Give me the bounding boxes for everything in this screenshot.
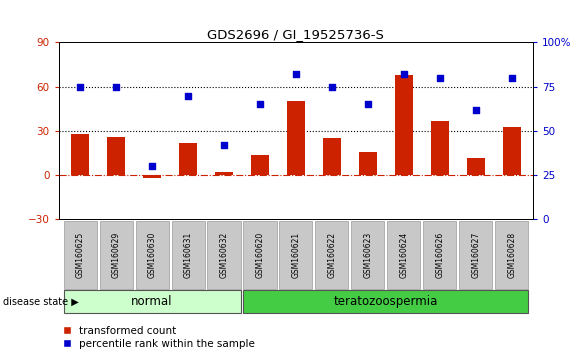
Point [76, 84, 85, 90]
Text: GSM160626: GSM160626 [435, 232, 444, 278]
Text: GSM160624: GSM160624 [399, 232, 408, 278]
Text: GSM160632: GSM160632 [220, 232, 229, 278]
Text: GSM160627: GSM160627 [471, 232, 480, 278]
FancyBboxPatch shape [172, 221, 205, 289]
FancyBboxPatch shape [280, 221, 312, 289]
Point [291, 72, 301, 77]
Legend: transformed count, percentile rank within the sample: transformed count, percentile rank withi… [64, 326, 255, 349]
Text: GSM160623: GSM160623 [363, 232, 372, 278]
Bar [323, 138, 341, 175]
Text: GSM160629: GSM160629 [112, 232, 121, 278]
FancyBboxPatch shape [423, 221, 456, 289]
Point [255, 102, 265, 107]
Point [219, 142, 229, 148]
Text: GSM160620: GSM160620 [255, 232, 264, 278]
Text: GSM160622: GSM160622 [328, 232, 336, 278]
Bar [215, 172, 233, 175]
Bar [71, 134, 89, 175]
Bar [466, 158, 485, 175]
Text: disease state ▶: disease state ▶ [3, 297, 79, 307]
Text: teratozoospermia: teratozoospermia [333, 295, 438, 308]
Point [148, 164, 157, 169]
Bar [359, 152, 377, 175]
FancyBboxPatch shape [243, 290, 528, 313]
Bar [503, 127, 521, 175]
Point [363, 102, 373, 107]
Point [327, 84, 336, 90]
Title: GDS2696 / GI_19525736-S: GDS2696 / GI_19525736-S [207, 28, 384, 41]
Bar [179, 143, 197, 175]
Text: GSM160631: GSM160631 [183, 232, 193, 278]
FancyBboxPatch shape [64, 290, 240, 313]
Bar [395, 75, 413, 175]
FancyBboxPatch shape [315, 221, 349, 289]
Text: GSM160625: GSM160625 [76, 232, 84, 278]
Bar [107, 137, 125, 175]
Text: GSM160628: GSM160628 [507, 232, 516, 278]
Text: GSM160621: GSM160621 [291, 232, 301, 278]
FancyBboxPatch shape [64, 221, 97, 289]
FancyBboxPatch shape [243, 221, 277, 289]
FancyBboxPatch shape [495, 221, 528, 289]
Text: normal: normal [131, 295, 173, 308]
Text: GSM160630: GSM160630 [148, 232, 156, 278]
FancyBboxPatch shape [135, 221, 169, 289]
Point [471, 107, 481, 113]
FancyBboxPatch shape [207, 221, 240, 289]
FancyBboxPatch shape [352, 221, 384, 289]
FancyBboxPatch shape [387, 221, 420, 289]
Point [507, 75, 516, 81]
Bar [143, 175, 161, 178]
Point [111, 84, 121, 90]
FancyBboxPatch shape [459, 221, 492, 289]
Point [183, 93, 193, 98]
Bar [251, 155, 269, 175]
Point [399, 72, 408, 77]
Point [435, 75, 444, 81]
FancyBboxPatch shape [100, 221, 132, 289]
Bar [431, 121, 449, 175]
Bar [287, 102, 305, 175]
